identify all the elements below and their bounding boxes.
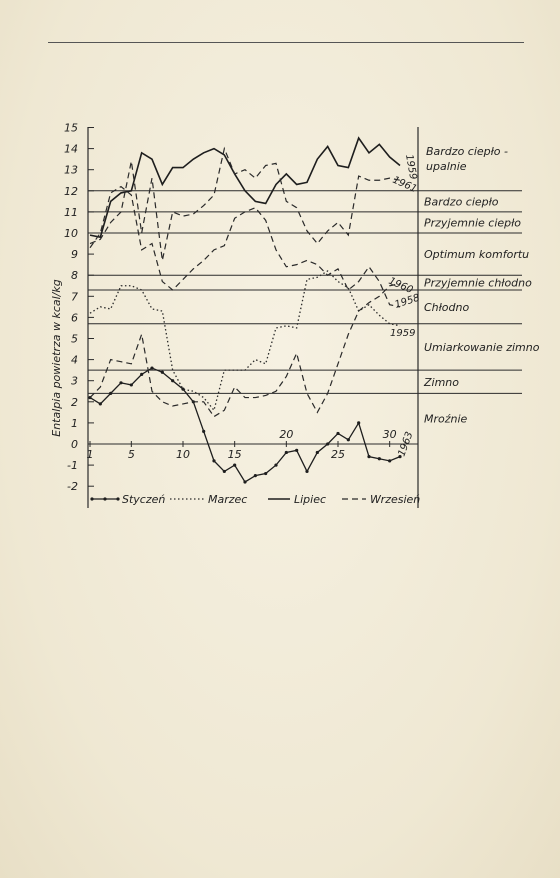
y-tick-label: 7 — [71, 290, 78, 303]
data-point — [284, 450, 288, 455]
y-tick-label: 2 — [71, 396, 78, 409]
legend-label: Lipiec — [294, 493, 326, 506]
zone-label: Optimum komfortu — [424, 248, 529, 261]
data-point — [222, 469, 226, 474]
x-tick-label: 30 — [383, 428, 397, 441]
data-point — [315, 450, 319, 455]
y-tick-label: 10 — [64, 227, 78, 240]
data-point — [233, 463, 237, 467]
series-line-styczeń-1963 — [89, 367, 401, 483]
year-label-text: 1958 — [394, 293, 422, 311]
legend-label: Styczeń — [122, 493, 165, 506]
data-point — [346, 438, 350, 442]
data-point — [140, 372, 144, 376]
legend-marker — [116, 497, 120, 501]
zone-label: Chłodno — [424, 301, 469, 314]
x-tick-label: 25 — [331, 448, 345, 461]
data-point — [171, 379, 175, 383]
data-point — [326, 442, 330, 446]
zone-label: upalnie — [426, 160, 467, 173]
y-tick-label: -2 — [67, 480, 78, 493]
y-tick-label: 0 — [71, 438, 78, 451]
y-tick-label: 6 — [71, 311, 78, 324]
top-rule — [48, 42, 524, 43]
data-point — [243, 480, 247, 484]
y-tick-label: -1 — [67, 459, 78, 472]
series-line-wrzesień-1960 — [89, 185, 401, 308]
data-point — [305, 469, 309, 474]
y-tick-label: 12 — [64, 185, 78, 198]
y-tick-label: 13 — [64, 164, 78, 177]
year-label-text: 1959 — [403, 154, 418, 181]
y-tick-label: 8 — [71, 269, 78, 282]
series-line-marzec-1958 — [89, 270, 401, 412]
zone-label: Przyjemnie ciepło — [424, 216, 521, 229]
data-point — [295, 448, 299, 452]
data-point — [202, 429, 206, 433]
year-label: 1958 — [394, 293, 422, 311]
year-label: 1959 — [390, 328, 415, 339]
x-tick-label: 5 — [128, 448, 135, 461]
x-tick-label: 15 — [228, 448, 242, 461]
legend-item: Marzec — [170, 493, 247, 506]
legend-item: Wrzesień — [342, 493, 420, 506]
legend-item: Styczeń — [90, 493, 165, 506]
data-point — [150, 366, 154, 370]
data-point — [98, 402, 102, 406]
x-tick-label: 20 — [279, 428, 293, 441]
data-point — [129, 383, 133, 387]
year-label-text: 1959 — [390, 328, 415, 339]
legend-label: Marzec — [208, 493, 247, 506]
legend-label: Wrzesień — [370, 493, 420, 506]
x-tick-label: 10 — [176, 448, 190, 461]
data-point — [212, 459, 216, 463]
x-tick-label: 1 — [87, 448, 94, 461]
y-tick-label: 4 — [71, 354, 78, 367]
y-tick-label: 9 — [71, 248, 78, 261]
data-point — [274, 463, 278, 467]
legend-marker — [90, 497, 94, 501]
zone-label: Przyjemnie chłodno — [424, 277, 532, 290]
data-point — [119, 381, 123, 385]
data-point — [160, 370, 164, 374]
data-point — [336, 431, 340, 436]
data-point — [367, 455, 371, 459]
zone-label: Bardzo ciepło — [424, 195, 499, 208]
series-line-marzec-1959 — [89, 283, 401, 418]
data-point — [388, 459, 392, 463]
y-tick-label: 1 — [71, 417, 78, 430]
zone-label: Umiarkowanie zimno — [424, 341, 540, 354]
zone-label: Zimno — [423, 376, 459, 389]
legend-item: Lipiec — [268, 493, 326, 506]
zone-label: Mroźnie — [424, 413, 468, 426]
y-tick-label: 5 — [71, 333, 78, 346]
data-point — [109, 391, 113, 395]
y-axis-title: Entalpia powietrza w kcal/kg — [50, 279, 63, 436]
legend-marker — [103, 497, 107, 501]
zone-label: Bardzo ciepło - — [426, 145, 508, 158]
y-tick-label: 3 — [71, 375, 78, 388]
y-tick-label: 15 — [64, 122, 78, 135]
series-line-lipiec-1959 — [89, 136, 401, 239]
y-tick-label: 14 — [64, 143, 78, 156]
year-label: 1959 — [403, 154, 418, 181]
series-line-wrzesień-1961 — [89, 146, 401, 261]
data-point — [264, 471, 268, 476]
data-point — [357, 421, 361, 425]
data-point — [253, 474, 257, 478]
data-point — [377, 457, 381, 461]
data-point — [398, 455, 402, 459]
y-tick-label: 11 — [64, 206, 78, 219]
